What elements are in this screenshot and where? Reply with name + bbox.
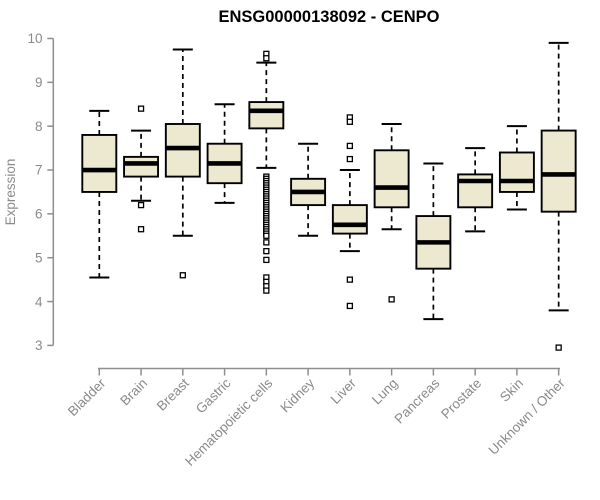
outlier-point	[137, 105, 145, 112]
outlier-point	[555, 344, 562, 351]
iqr-box	[248, 101, 285, 130]
y-tick-label: 7	[35, 163, 43, 178]
boxplot-series	[81, 41, 577, 351]
box-group-lung	[373, 122, 410, 303]
x-category-label: Brain	[117, 376, 150, 409]
iqr-box	[81, 134, 118, 193]
y-tick-label: 4	[35, 294, 43, 309]
box-group-prostate	[457, 147, 494, 233]
box-group-breast	[164, 48, 201, 279]
x-category-label: Lung	[369, 376, 401, 408]
y-tick-label: 5	[35, 250, 43, 265]
y-tick-label: 10	[27, 31, 42, 46]
outlier-point	[263, 247, 270, 255]
outlier-point	[179, 272, 186, 279]
y-tick-label: 8	[35, 119, 43, 134]
box-group-gastric	[206, 103, 243, 204]
iqr-box	[498, 151, 535, 193]
iqr-box	[373, 149, 410, 209]
y-axis-title: Expression	[3, 159, 18, 226]
x-category-label: Gastric	[193, 375, 234, 416]
outlier-point	[137, 226, 145, 233]
chart-title: ENSG00000138092 - CENPO	[218, 8, 439, 26]
x-category-label: Pancreas	[392, 375, 443, 426]
x-category-label: Skin	[497, 376, 526, 405]
box-group-liver	[331, 114, 368, 310]
outlier-point	[346, 276, 354, 283]
y-tick-label: 3	[35, 338, 43, 353]
x-category-label: Breast	[154, 375, 192, 413]
outlier-point	[388, 296, 395, 303]
box-group-brain	[123, 105, 160, 233]
box-group-unknown-other	[540, 41, 577, 351]
outlier-point	[346, 142, 354, 150]
x-category-label: Kidney	[277, 375, 317, 415]
box-group-hematopoietic-cells	[248, 50, 285, 294]
outlier-point	[346, 302, 354, 310]
x-category-label: Unknown / Other	[486, 375, 569, 458]
x-category-label: Prostate	[438, 376, 484, 422]
outlier-point	[263, 239, 270, 246]
box-group-skin	[498, 125, 535, 211]
y-tick-label: 6	[35, 207, 43, 222]
outlier-point	[346, 155, 354, 163]
outlier-point	[263, 256, 270, 264]
outlier-point	[263, 232, 270, 239]
x-category-label: Liver	[328, 375, 360, 407]
iqr-box	[540, 129, 577, 213]
y-tick-label: 9	[35, 75, 43, 90]
iqr-box	[123, 155, 160, 178]
outlier-point	[263, 287, 270, 294]
outlier-point	[346, 118, 354, 125]
outlier-point	[263, 55, 270, 62]
iqr-box	[331, 204, 368, 235]
outlier-point	[137, 201, 145, 209]
box-group-pancreas	[415, 162, 452, 321]
x-category-label: Bladder	[65, 375, 109, 419]
box-group-kidney	[290, 142, 327, 237]
box-group-bladder	[81, 109, 118, 279]
